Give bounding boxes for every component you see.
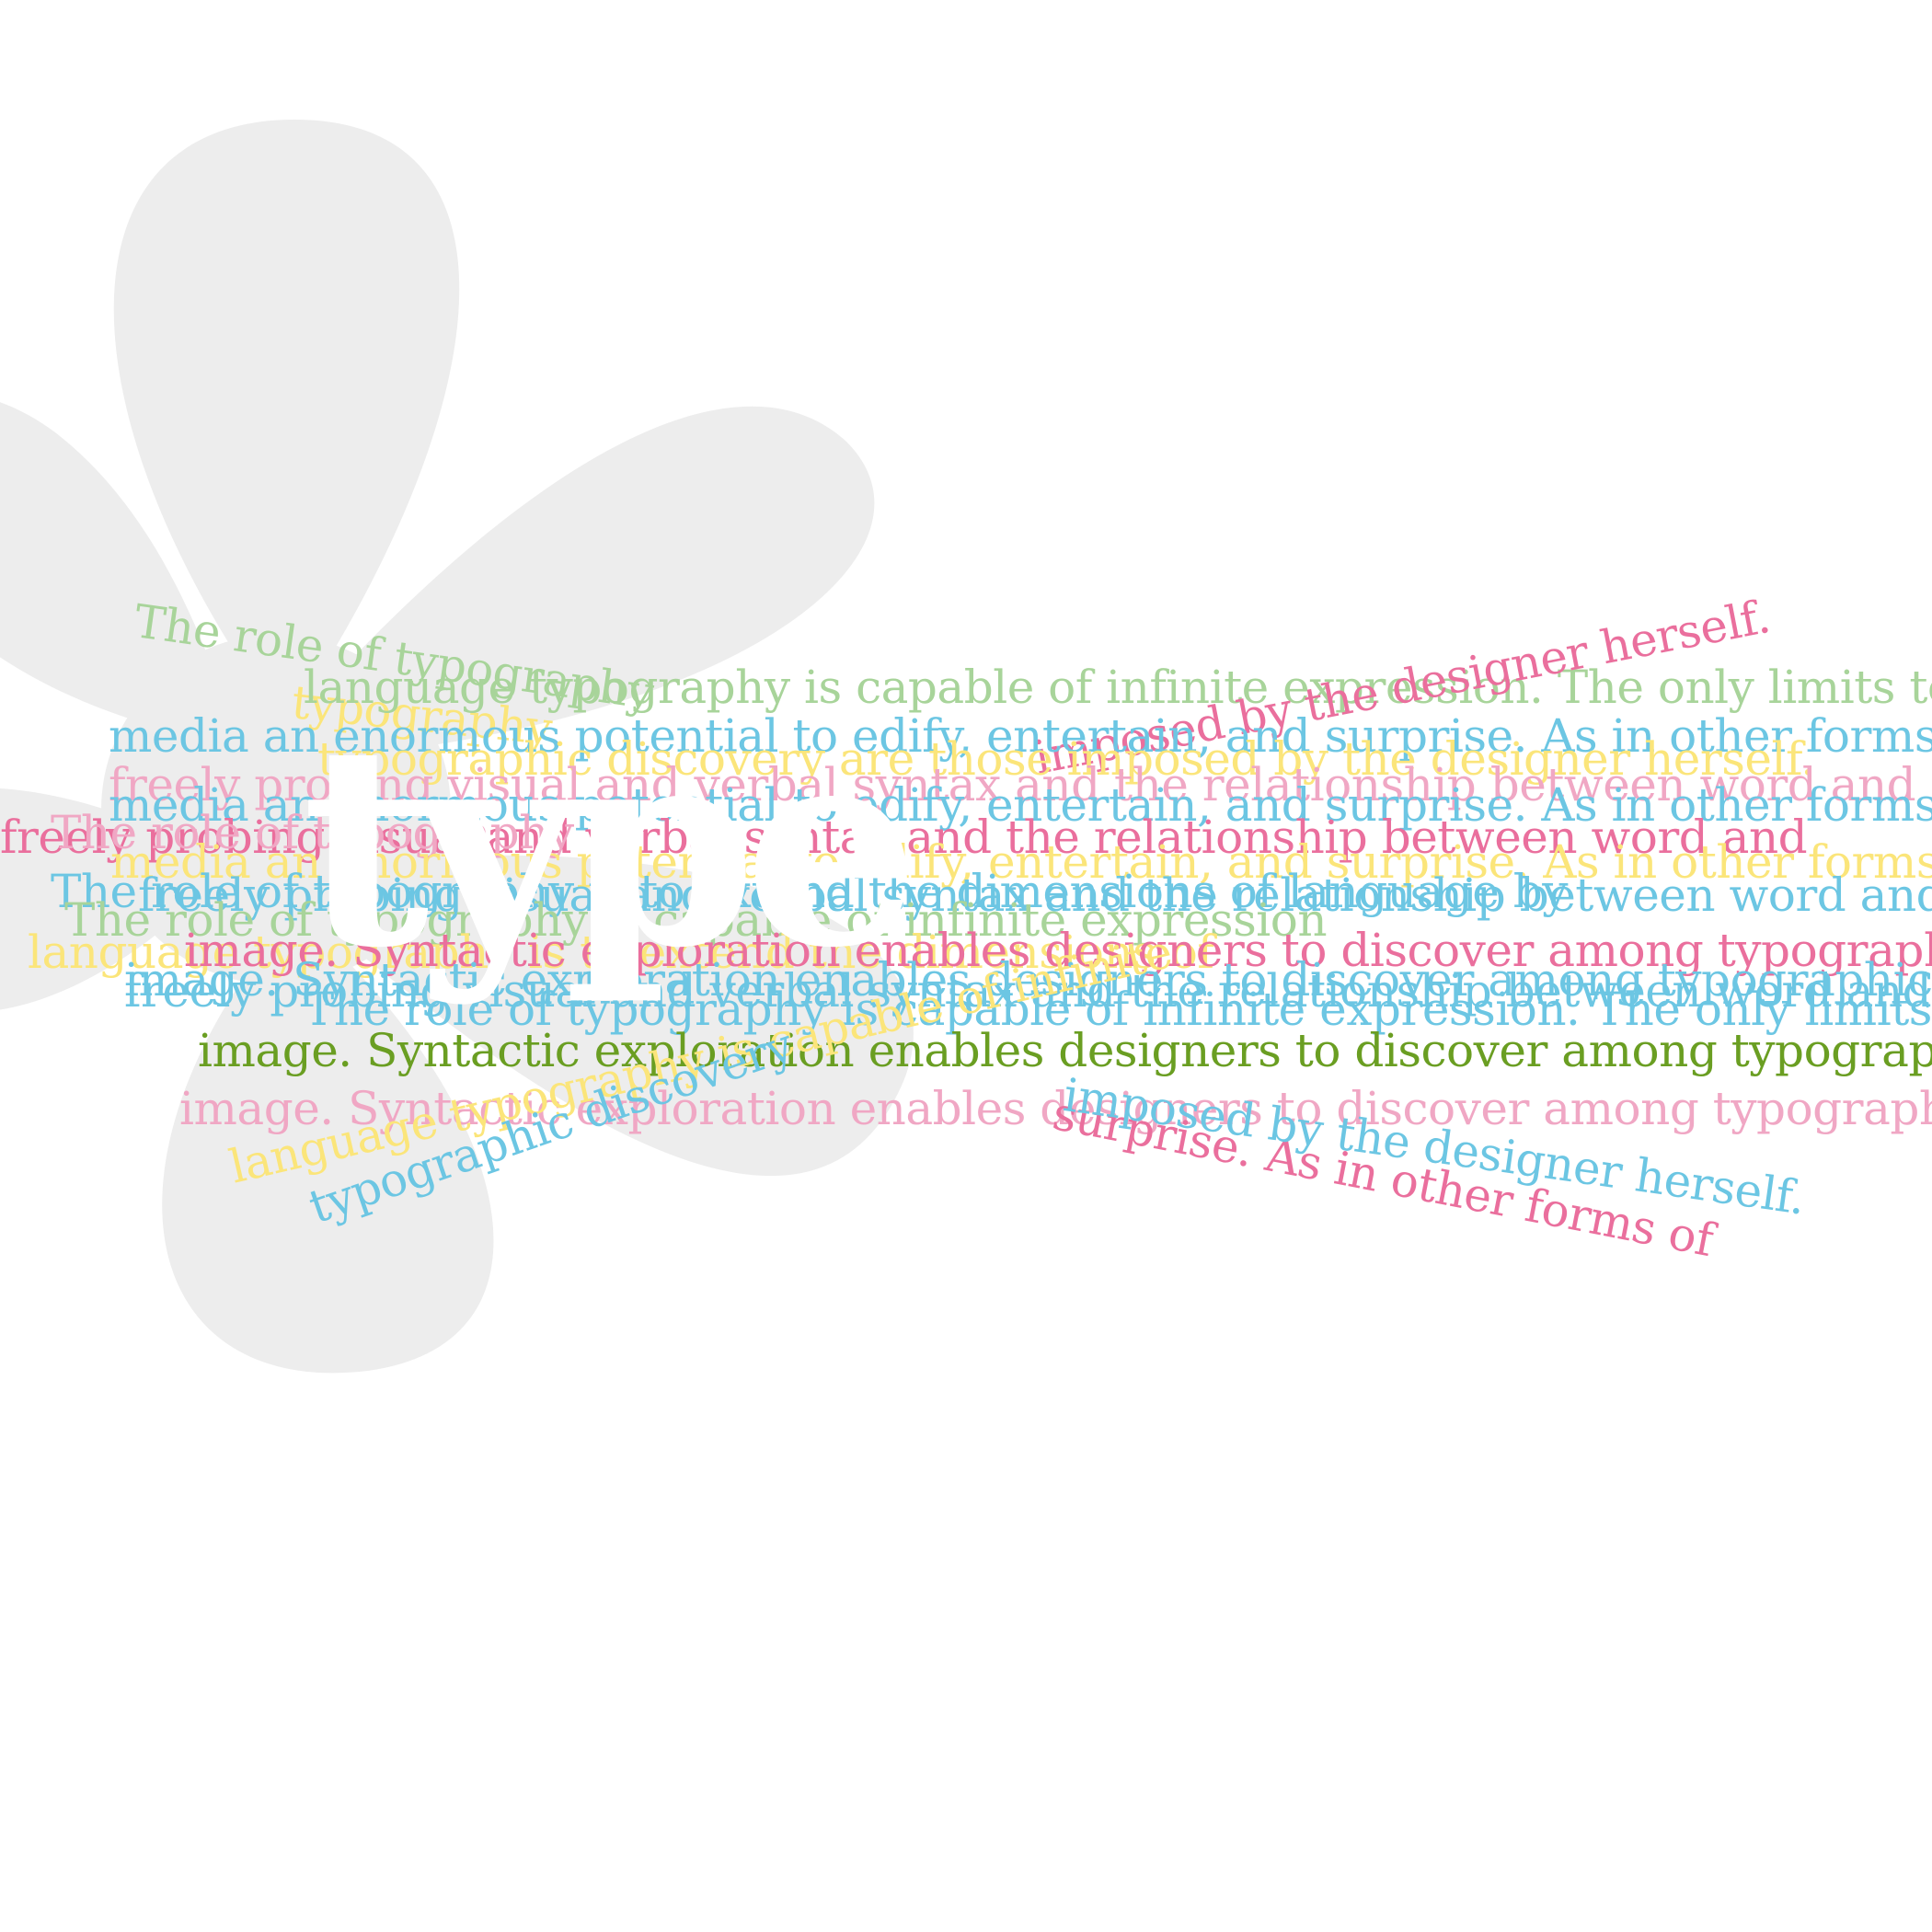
text-line: freely probing visual and verbal syntax … xyxy=(0,811,1808,864)
text-line: The role of typography is to extend the … xyxy=(51,865,1569,918)
text-line: media an enormous potential to edify, en… xyxy=(109,709,1932,763)
text-line: The role of typography is capable of inf… xyxy=(64,893,1328,947)
text-line: image. Syntactic exploration enables des… xyxy=(124,953,1932,1006)
text-line: language typography is capable of infini… xyxy=(304,661,1932,714)
text-line: media an enormous potential to edify, en… xyxy=(109,778,1932,832)
text-line: media an enormous potential to edify, en… xyxy=(110,835,1932,889)
text-line: image. Syntactic exploration enables des… xyxy=(179,1082,1932,1135)
text-line: freely probing visual and verbal syntax … xyxy=(109,758,1916,811)
text-line: image. Syntactic exploration enables des… xyxy=(184,924,1932,977)
text-line: language typography is to extend the dim… xyxy=(28,926,1214,979)
headline-type-word: type xyxy=(302,684,920,1008)
text-line: freely probing visual and verbal syntax … xyxy=(138,868,1932,922)
text-line: typographic discovery are those imposed … xyxy=(317,732,1815,786)
text-line: The role of typography xyxy=(51,806,574,859)
text-line: The role of typography is capable of inf… xyxy=(304,983,1932,1036)
text-line: freely probing visual and verbal syntax … xyxy=(124,964,1932,1018)
text-line: image. Syntactic exploration enables des… xyxy=(198,1024,1932,1077)
